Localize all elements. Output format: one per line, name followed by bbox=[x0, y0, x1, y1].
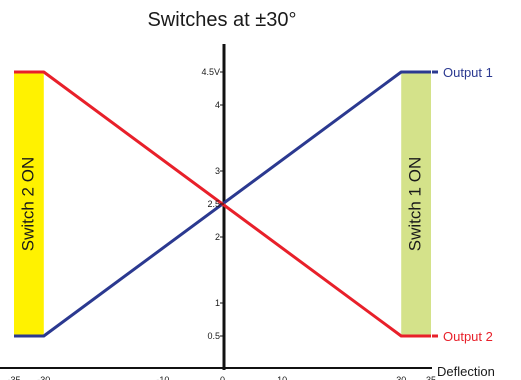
y-tick-label: 4.5V bbox=[201, 67, 220, 77]
axes-layer bbox=[0, 44, 432, 370]
x-tick-label: -35 bbox=[7, 375, 20, 380]
x-tick-label: -10 bbox=[156, 375, 169, 380]
legend-label-2: Output 2 bbox=[443, 329, 493, 344]
y-tick-label: 2 bbox=[215, 232, 220, 242]
legend-layer: Output 1 Output 2 bbox=[432, 65, 493, 344]
zone-label-2: Switch 1 ON bbox=[406, 157, 425, 251]
x-tick-label: 35 bbox=[426, 375, 436, 380]
y-tick-label: 2.5 bbox=[207, 199, 220, 209]
zones-layer: Switch 2 ON Switch 1 ON bbox=[14, 72, 431, 336]
legend-label-1: Output 1 bbox=[443, 65, 493, 80]
y-tick-label: 0.5 bbox=[207, 331, 220, 341]
x-tick-label: 10 bbox=[277, 375, 287, 380]
y-tick-label: 3 bbox=[215, 166, 220, 176]
zone-rect-1 bbox=[14, 72, 44, 336]
chart-title: Switches at ±30° bbox=[147, 9, 296, 31]
ticks-layer: 4.5V 4 3 2.5 2 1 0.5 -35 -30 -10 0 10 30 35 bbox=[7, 67, 436, 380]
x-tick-label: -30 bbox=[37, 375, 50, 380]
x-axis-label: Deflection bbox=[437, 364, 495, 379]
y-tick-label: 1 bbox=[215, 298, 220, 308]
zone-label-1: Switch 2 ON bbox=[18, 157, 37, 251]
y-tick-label: 4 bbox=[215, 100, 220, 110]
x-tick-label: 0 bbox=[220, 375, 225, 380]
zone-rect-2 bbox=[401, 72, 431, 336]
x-tick-label: 30 bbox=[396, 375, 406, 380]
